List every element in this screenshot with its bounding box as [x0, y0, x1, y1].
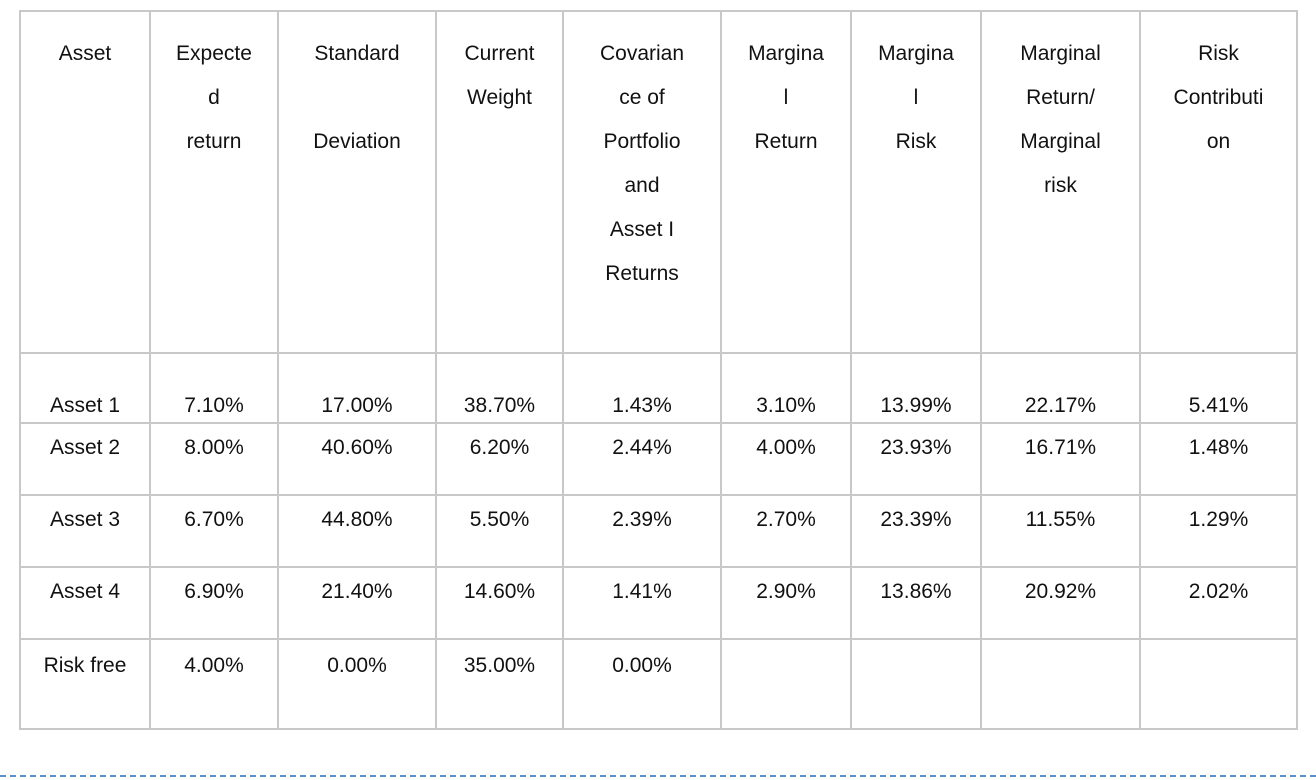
table-cell: Asset 3: [19, 494, 151, 568]
header-text: Risk: [1198, 42, 1239, 65]
table-cell: 7.10%: [149, 352, 279, 424]
header-text: ce of: [619, 86, 665, 109]
table-cell: 1.29%: [1139, 494, 1298, 568]
table-cell: 6.90%: [149, 566, 279, 640]
header-row: Asset Expecte d return Standard Deviatio…: [19, 10, 1298, 354]
table-cell: 4.00%: [720, 422, 852, 496]
header-text: return: [186, 130, 242, 153]
header-text: and: [624, 174, 660, 197]
table-cell: 11.55%: [980, 494, 1141, 568]
table-row: Risk free 4.00% 0.00% 35.00% 0.00%: [19, 638, 1298, 730]
header-standard-deviation: Standard Deviation: [277, 10, 437, 354]
header-text: l: [913, 86, 919, 109]
header-covariance: Covarian ce of Portfolio and Asset I Ret…: [562, 10, 722, 354]
header-text: Standard: [314, 42, 400, 65]
table-cell: 21.40%: [277, 566, 437, 640]
header-text: Deviation: [313, 130, 401, 153]
table-cell: [1139, 638, 1298, 730]
header-text: Margina: [748, 42, 824, 65]
header-text: l: [783, 86, 789, 109]
header-text: Asset: [58, 42, 112, 65]
header-marginal-risk: Margina l Risk: [850, 10, 982, 354]
table-cell: 17.00%: [277, 352, 437, 424]
header-text: Marginal: [1020, 42, 1101, 65]
table-cell: 0.00%: [562, 638, 722, 730]
header-text: Asset I: [609, 218, 675, 241]
header-marginal-return: Margina l Return: [720, 10, 852, 354]
table-cell: [980, 638, 1141, 730]
header-text: Return: [754, 130, 818, 153]
table-cell: 23.93%: [850, 422, 982, 496]
table-row: Asset 1 7.10% 17.00% 38.70% 1.43% 3.10% …: [19, 352, 1298, 424]
header-text: Expecte: [176, 42, 252, 65]
table-cell: 1.41%: [562, 566, 722, 640]
table-cell: 1.48%: [1139, 422, 1298, 496]
header-text: Margina: [878, 42, 954, 65]
header-text: Weight: [467, 86, 532, 109]
table-cell: 14.60%: [435, 566, 564, 640]
header-marginal-return-risk: Marginal Return/ Marginal risk: [980, 10, 1141, 354]
table-cell: 1.43%: [562, 352, 722, 424]
table-cell: Asset 1: [19, 352, 151, 424]
table-cell: 13.99%: [850, 352, 982, 424]
header-spacer: [279, 76, 435, 120]
table-cell: 40.60%: [277, 422, 437, 496]
table-cell: 6.20%: [435, 422, 564, 496]
table-cell: 20.92%: [980, 566, 1141, 640]
table-cell: Asset 4: [19, 566, 151, 640]
table-cell: 8.00%: [149, 422, 279, 496]
table-cell: 3.10%: [720, 352, 852, 424]
table-cell: 2.44%: [562, 422, 722, 496]
table-row: Asset 4 6.90% 21.40% 14.60% 1.41% 2.90% …: [19, 566, 1298, 640]
table-cell: 2.39%: [562, 494, 722, 568]
header-text: Covarian: [599, 42, 685, 65]
table-cell: 0.00%: [277, 638, 437, 730]
table-cell: 2.70%: [720, 494, 852, 568]
header-text: d: [208, 86, 220, 109]
header-text: Portfolio: [603, 130, 681, 153]
table-cell: 5.50%: [435, 494, 564, 568]
table-cell: [850, 638, 982, 730]
table-cell: 2.02%: [1139, 566, 1298, 640]
header-text: Risk: [895, 130, 937, 153]
header-text: Return/: [1026, 86, 1095, 109]
header-asset: Asset: [19, 10, 151, 354]
page-break-divider: [0, 775, 1316, 777]
table-cell: 22.17%: [980, 352, 1141, 424]
table-cell: [720, 638, 852, 730]
header-risk-contribution: Risk Contributi on: [1139, 10, 1298, 354]
header-expected-return: Expecte d return: [149, 10, 279, 354]
table-cell: 2.90%: [720, 566, 852, 640]
table-cell: 5.41%: [1139, 352, 1298, 424]
table-cell: 23.39%: [850, 494, 982, 568]
table-cell: Asset 2: [19, 422, 151, 496]
table-cell: 16.71%: [980, 422, 1141, 496]
table-row: Asset 3 6.70% 44.80% 5.50% 2.39% 2.70% 2…: [19, 494, 1298, 568]
table-cell: 44.80%: [277, 494, 437, 568]
table-cell: 13.86%: [850, 566, 982, 640]
table-row: Asset 2 8.00% 40.60% 6.20% 2.44% 4.00% 2…: [19, 422, 1298, 496]
table-cell: 4.00%: [149, 638, 279, 730]
table-cell: 6.70%: [149, 494, 279, 568]
header-current-weight: Current Weight: [435, 10, 564, 354]
table-cell: 38.70%: [435, 352, 564, 424]
header-text: Current: [464, 42, 535, 65]
header-text: risk: [1044, 174, 1077, 197]
header-text: Contributi: [1173, 86, 1264, 109]
portfolio-table: Asset Expecte d return Standard Deviatio…: [19, 10, 1298, 730]
header-text: on: [1206, 130, 1231, 153]
table-cell: 35.00%: [435, 638, 564, 730]
header-text: Returns: [605, 262, 679, 285]
header-text: Marginal: [1020, 130, 1101, 153]
table-cell: Risk free: [19, 638, 151, 730]
